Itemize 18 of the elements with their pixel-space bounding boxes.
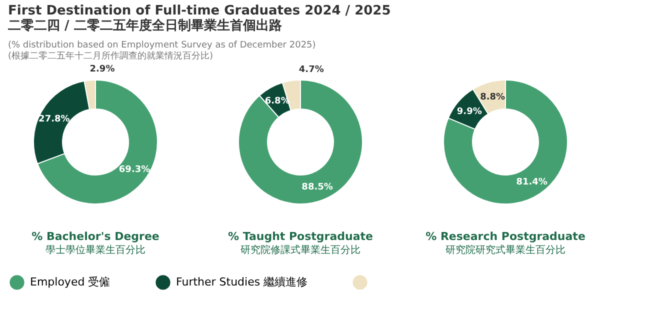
text: % Taught Postgraduate 研究院修課式畢業生百分比 <box>228 230 373 256</box>
data-label: 8.8% <box>480 92 506 102</box>
data-label: 9.9% <box>456 107 482 118</box>
legend-label: Employed 受僱 <box>30 275 110 288</box>
data-label: 81.4% <box>516 178 548 188</box>
chart-subtitle: (% distribution based on Employment Survey as of December 2025) (根據二零二五年十二月所作調查的就業情況百分比) <box>8 40 316 62</box>
data-label: 2.9% <box>90 64 115 74</box>
text: % Research Postgraduate 研究院研究式畢業生百分比 <box>426 230 586 256</box>
data-label: 27.8% <box>38 114 70 125</box>
chart-title: First Destination of Full-time Graduates 2024 / 2025 二零二四 / 二零二五年度全日制畢業生首個出路 <box>8 3 391 34</box>
data-label: 4.7% <box>298 64 324 75</box>
data-label: 69.3% <box>118 165 150 176</box>
legend-label: Further Studies 繼續進修 <box>176 275 308 288</box>
donut-slice <box>238 80 363 204</box>
donut-slice <box>443 80 568 204</box>
text: % Bachelor's Degree 學士學位畢業生百分比 <box>32 230 160 256</box>
donut-slice <box>36 80 158 204</box>
data-label: 88.5% <box>302 182 333 192</box>
